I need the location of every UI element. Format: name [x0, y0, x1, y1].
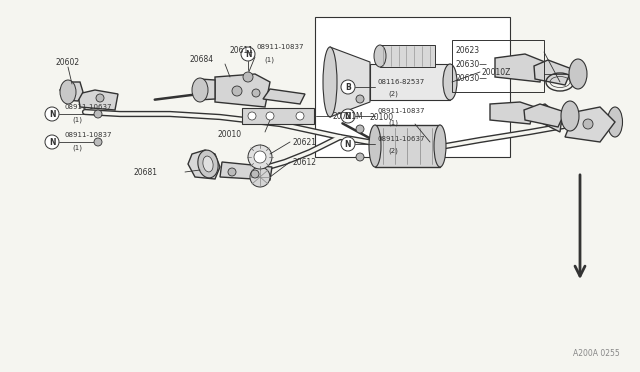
Polygon shape — [330, 47, 370, 117]
Bar — [380, 45, 435, 67]
Polygon shape — [565, 107, 615, 142]
Text: 20010Z: 20010Z — [482, 67, 511, 77]
Ellipse shape — [374, 45, 386, 67]
Ellipse shape — [561, 101, 579, 131]
Ellipse shape — [192, 78, 208, 102]
Circle shape — [356, 125, 364, 133]
Ellipse shape — [443, 64, 457, 100]
Text: 20100: 20100 — [370, 112, 394, 122]
Ellipse shape — [607, 107, 623, 137]
Circle shape — [254, 151, 266, 163]
Ellipse shape — [569, 59, 587, 89]
Polygon shape — [60, 82, 83, 101]
Text: N: N — [345, 112, 351, 121]
Text: B: B — [345, 83, 351, 92]
Circle shape — [341, 137, 355, 151]
Circle shape — [232, 86, 242, 96]
Bar — [370, 64, 450, 100]
Text: N: N — [345, 140, 351, 148]
Circle shape — [94, 110, 102, 118]
Bar — [452, 40, 544, 92]
Circle shape — [228, 168, 236, 176]
Ellipse shape — [203, 156, 213, 172]
Text: 20602: 20602 — [55, 58, 79, 67]
Text: 20621: 20621 — [293, 138, 317, 147]
Text: 08911-10637: 08911-10637 — [378, 136, 426, 142]
Text: 20630—: 20630— — [456, 60, 488, 68]
Text: 20612: 20612 — [293, 157, 317, 167]
Polygon shape — [535, 104, 562, 132]
Text: (2): (2) — [388, 91, 398, 97]
Text: 08911-10837: 08911-10837 — [257, 44, 305, 50]
Polygon shape — [524, 104, 565, 127]
Circle shape — [583, 119, 593, 129]
Text: 20630—: 20630— — [456, 74, 488, 83]
Ellipse shape — [60, 80, 76, 104]
Text: A200A 0255: A200A 0255 — [573, 350, 620, 359]
Circle shape — [45, 107, 59, 121]
Bar — [375, 125, 440, 167]
Polygon shape — [220, 162, 272, 180]
Ellipse shape — [434, 125, 446, 167]
Text: 20611: 20611 — [230, 45, 254, 55]
Circle shape — [296, 112, 304, 120]
Ellipse shape — [369, 125, 381, 167]
Circle shape — [241, 47, 255, 61]
Polygon shape — [193, 79, 215, 100]
Circle shape — [250, 167, 270, 187]
Text: 08116-82537: 08116-82537 — [378, 79, 425, 85]
Ellipse shape — [198, 150, 218, 178]
Text: (1): (1) — [264, 57, 274, 63]
Text: 20684: 20684 — [190, 55, 214, 64]
Polygon shape — [490, 102, 535, 124]
Circle shape — [96, 94, 104, 102]
Circle shape — [341, 80, 355, 94]
Text: (1): (1) — [72, 117, 82, 123]
Circle shape — [243, 72, 253, 82]
Bar — [242, 108, 314, 124]
Circle shape — [356, 95, 364, 103]
Polygon shape — [78, 90, 118, 110]
Circle shape — [94, 138, 102, 146]
Polygon shape — [188, 150, 220, 179]
Circle shape — [252, 89, 260, 97]
Text: 08911-10837: 08911-10837 — [64, 132, 111, 138]
Text: (2): (2) — [388, 148, 398, 154]
Polygon shape — [534, 60, 572, 85]
Text: 20623: 20623 — [456, 45, 480, 55]
Circle shape — [45, 135, 59, 149]
Bar — [315, 17, 510, 157]
Circle shape — [356, 153, 364, 161]
Text: N: N — [49, 109, 55, 119]
Text: 20010: 20010 — [218, 129, 242, 138]
Text: (1): (1) — [388, 120, 398, 126]
Text: (1): (1) — [72, 145, 82, 151]
Text: N: N — [244, 49, 252, 58]
Circle shape — [248, 145, 272, 169]
Polygon shape — [495, 54, 545, 82]
Circle shape — [341, 109, 355, 123]
Text: 20681: 20681 — [133, 167, 157, 176]
Circle shape — [251, 170, 259, 178]
Text: 08911-10837: 08911-10837 — [378, 108, 426, 114]
Text: 20721M: 20721M — [333, 112, 364, 121]
Polygon shape — [263, 89, 305, 104]
Text: 08911-10637: 08911-10637 — [64, 104, 111, 110]
Ellipse shape — [323, 47, 337, 117]
Polygon shape — [215, 74, 270, 107]
Circle shape — [248, 112, 256, 120]
Circle shape — [266, 112, 274, 120]
Text: N: N — [49, 138, 55, 147]
